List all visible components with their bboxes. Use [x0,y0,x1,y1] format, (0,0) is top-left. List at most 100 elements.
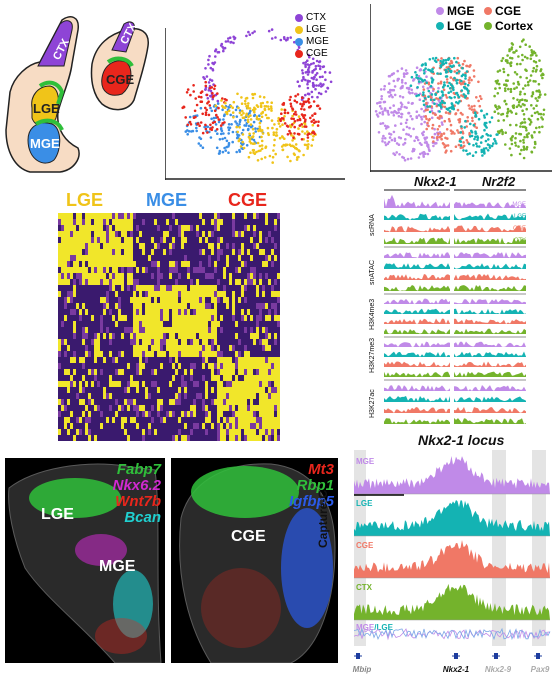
heatmap-cell [100,411,104,418]
umap-point [498,106,501,109]
umap-point [272,144,276,147]
heatmap-cell [112,345,116,352]
heatmap-cell [190,285,194,292]
heatmap-cell [271,327,275,334]
heatmap-cell [157,387,161,394]
umap-point [317,91,321,95]
heatmap-cell [259,405,263,412]
heatmap-cell [175,297,179,304]
umap-point [420,118,424,121]
heatmap-cell [160,231,164,238]
heatmap-cell [190,267,194,274]
heatmap-cell [196,429,200,436]
heatmap-cell [94,399,98,406]
heatmap-cell [160,435,164,441]
umap-point [426,108,429,112]
heatmap-cell [205,369,209,376]
heatmap-cell [88,351,92,358]
heatmap-cell [118,339,122,346]
heatmap-cell [139,321,143,328]
heatmap-cell [85,369,89,376]
heatmap-cell [178,411,182,418]
umap-point [510,57,514,60]
umap-point [419,68,422,71]
heatmap-cell [220,309,224,316]
umap-point [403,141,407,145]
heatmap-cell [259,225,263,232]
heatmap-cell [118,297,122,304]
heatmap-cell [202,363,206,370]
heatmap-cell [205,411,209,418]
heatmap-cell [220,291,224,298]
umap-point [198,124,201,127]
heatmap-cell [250,219,254,226]
heatmap-cell [58,297,62,304]
umap-point [237,134,241,137]
heatmap-cell [181,237,185,244]
heatmap-cell [184,291,188,298]
heatmap-cell [229,273,233,280]
umap-point [418,98,422,101]
heatmap-cell [151,387,155,394]
heatmap-cell [169,393,173,400]
umap-point [311,57,315,61]
heatmap-cell [106,381,110,388]
heatmap-cell [250,363,254,370]
heatmap-cell [76,351,80,358]
heatmap-cell [109,321,113,328]
umap-point [316,95,319,99]
heatmap-cell [193,279,197,286]
heatmap-cell [58,351,62,358]
heatmap-cell [211,261,215,268]
heatmap-cell [91,219,95,226]
heatmap-cell [94,249,98,256]
heatmap-cell [148,219,152,226]
heatmap-cell [148,285,152,292]
heatmap-cell [112,279,116,286]
heatmap-cell [145,309,149,316]
umap-point [291,108,295,111]
heatmap-cell [154,237,158,244]
heatmap-cell [178,315,182,322]
umap-point [429,96,433,100]
heatmap-cell [181,345,185,352]
heatmap-cell [265,399,269,406]
heatmap-cell [223,411,227,418]
heatmap-cell [250,369,254,376]
umap-point [259,149,262,152]
heatmap-cell [136,291,140,298]
umap-point [392,152,395,155]
heatmap-cell [58,321,62,328]
heatmap-cell [82,225,86,232]
heatmap-cell [79,267,83,274]
heatmap-cell [124,357,128,364]
umap-point [378,101,381,104]
umap-point [263,156,267,159]
umap-point [519,75,522,79]
heatmap-cell [85,351,89,358]
heatmap-cell [232,363,236,370]
umap-point [205,93,209,97]
heatmap-cell [199,225,203,232]
heatmap-cell [178,231,182,238]
heatmap-cell [220,267,224,274]
heatmap-cell [109,267,113,274]
heatmap-cell [94,369,98,376]
heatmap-cell [154,423,158,430]
heatmap-cell [106,279,110,286]
heatmap-cell [274,327,278,334]
heatmap-cell [118,363,122,370]
heatmap-cell [61,303,65,310]
heatmap-cell [202,339,206,346]
heatmap-cell [259,243,263,250]
heatmap-cell [130,267,134,274]
heatmap-cell [136,399,140,406]
heatmap-cell [172,321,176,328]
umap-point [192,84,195,87]
capture-track-label: CTX [356,583,373,592]
umap-point [421,85,425,89]
heatmap-cell [277,303,280,310]
umap-point [409,157,413,160]
heatmap-cell [163,429,167,436]
umap-point [529,57,533,61]
